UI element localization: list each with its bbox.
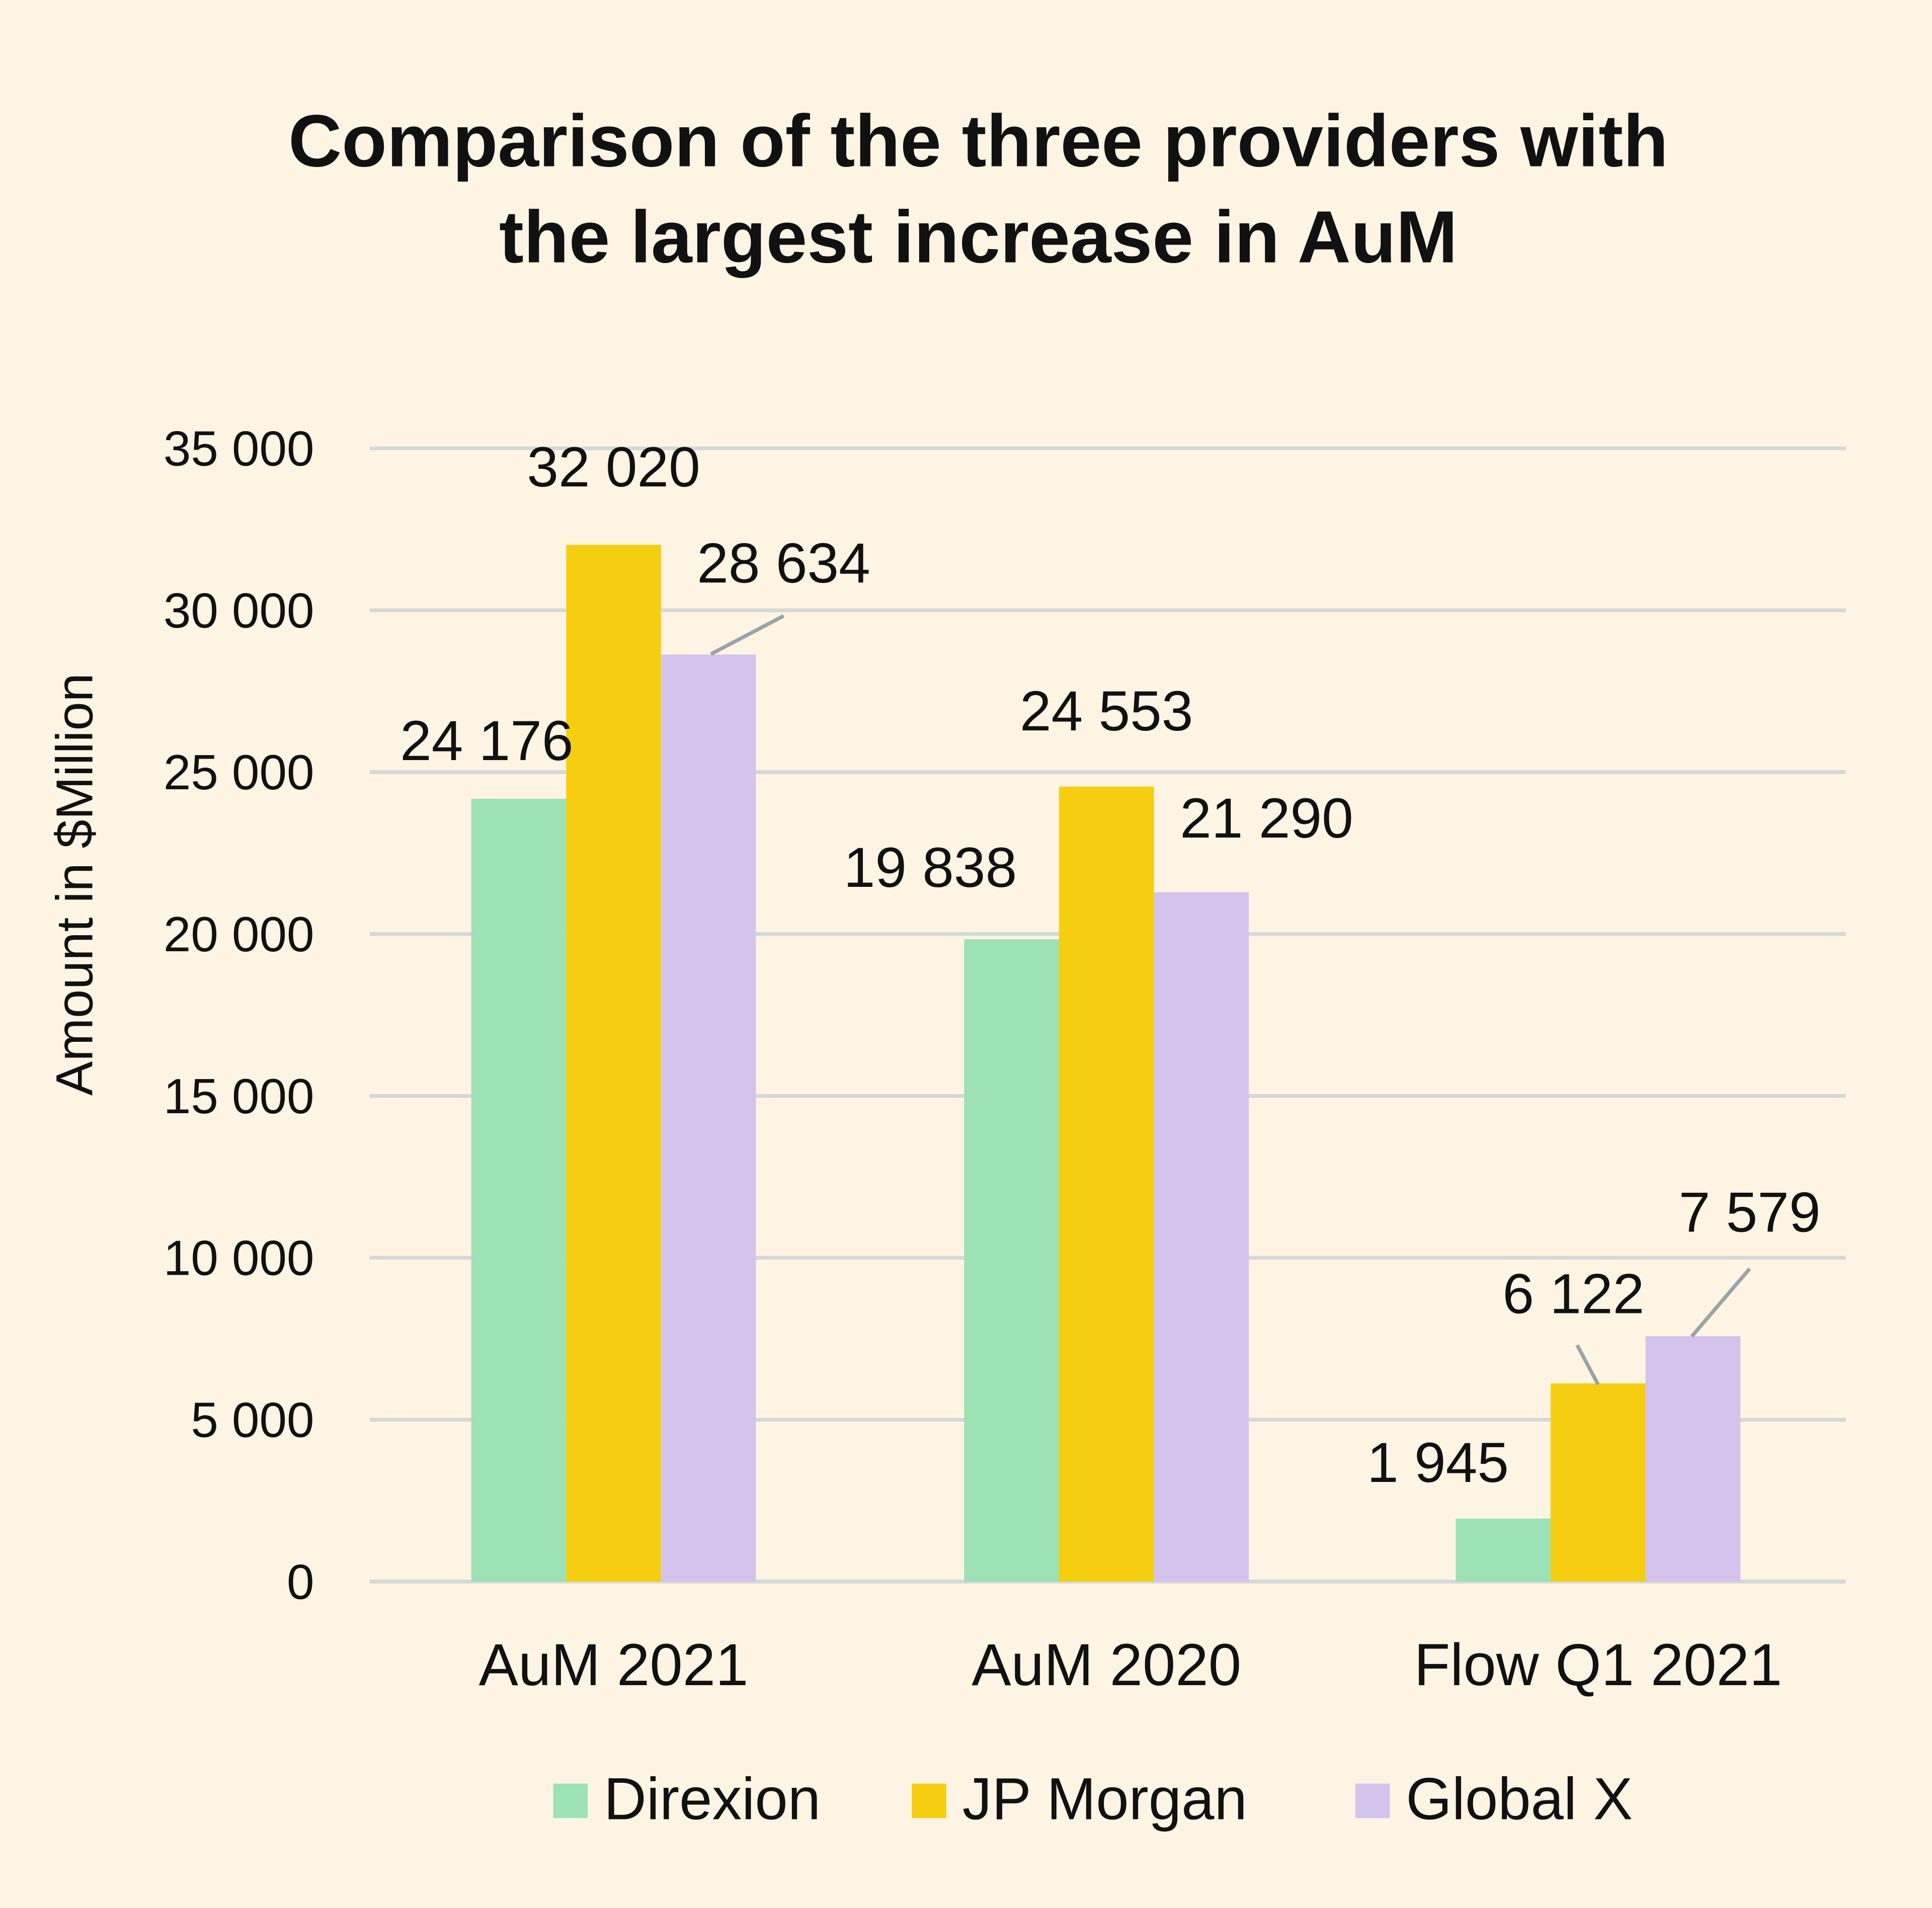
legend-label: Global X (1406, 1766, 1633, 1832)
bar-jp-morgan (1551, 1383, 1646, 1582)
data-label: 24 553 (1020, 679, 1193, 742)
data-label: 28 634 (697, 531, 870, 595)
y-tick-label: 5 000 (191, 1392, 314, 1448)
leader-line (710, 614, 785, 656)
bar-direxion (964, 939, 1059, 1582)
data-label: 7 579 (1679, 1181, 1821, 1244)
legend-item: Direxion (553, 1766, 821, 1832)
legend-item: JP Morgan (912, 1766, 1247, 1832)
legend-swatch (553, 1783, 588, 1818)
chart-title-line-2: the largest increase in AuM (499, 196, 1458, 279)
bar-direxion (1456, 1518, 1551, 1582)
bar-jp-morgan (566, 545, 661, 1582)
y-tick-label: 20 000 (164, 906, 314, 962)
data-label: 21 290 (1180, 786, 1353, 850)
chart-title-line-1: Comparison of the three providers with (288, 100, 1668, 183)
data-label: 6 122 (1502, 1262, 1644, 1325)
y-tick-label: 10 000 (164, 1230, 314, 1286)
leader-line (1575, 1344, 1600, 1386)
legend-swatch (912, 1783, 946, 1818)
data-label: 32 020 (527, 435, 700, 499)
bar-jp-morgan (1059, 786, 1154, 1582)
legend-label: Direxion (604, 1766, 821, 1832)
bar-global-x (661, 654, 756, 1582)
y-tick-label: 30 000 (164, 583, 314, 638)
legend-item: Global X (1355, 1766, 1633, 1832)
x-tick-label: AuM 2020 (972, 1632, 1241, 1698)
y-tick-label: 35 000 (164, 421, 314, 476)
x-tick-label: Flow Q1 2021 (1414, 1632, 1782, 1698)
y-axis-label: Amount in $Million (46, 673, 104, 1096)
y-tick-label: 0 (287, 1554, 314, 1609)
data-label: 19 838 (844, 836, 1017, 899)
legend-label: JP Morgan (962, 1766, 1247, 1832)
y-tick-label: 15 000 (164, 1068, 314, 1124)
leader-line (1690, 1267, 1751, 1338)
y-tick-label: 25 000 (164, 744, 314, 800)
data-label: 24 176 (400, 709, 574, 772)
bar-direxion (471, 799, 567, 1582)
data-label: 1 945 (1367, 1431, 1509, 1494)
bar-global-x (1645, 1336, 1741, 1582)
x-tick-label: AuM 2021 (479, 1632, 749, 1698)
bar-global-x (1154, 892, 1249, 1582)
legend-swatch (1355, 1783, 1390, 1818)
